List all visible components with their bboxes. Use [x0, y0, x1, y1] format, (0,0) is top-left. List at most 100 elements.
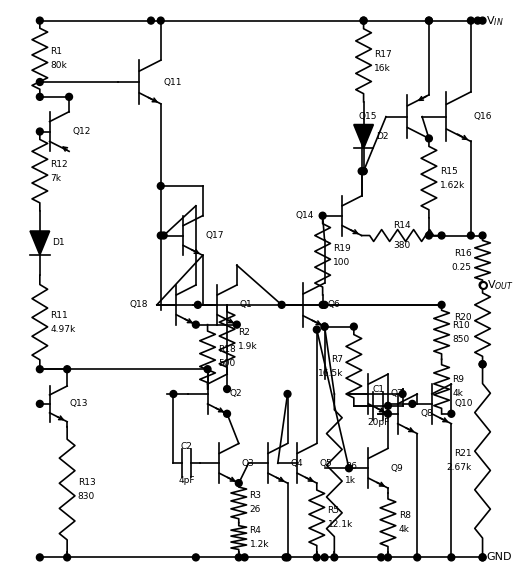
Text: Q17: Q17 — [206, 231, 224, 240]
Text: Q9: Q9 — [391, 464, 404, 473]
Text: R18: R18 — [218, 346, 236, 354]
Circle shape — [467, 232, 474, 239]
Circle shape — [233, 321, 240, 328]
Text: 16k: 16k — [374, 63, 391, 73]
Circle shape — [278, 301, 285, 308]
Circle shape — [37, 400, 43, 407]
Text: R9: R9 — [453, 375, 465, 384]
Circle shape — [284, 391, 291, 398]
Circle shape — [448, 410, 455, 417]
Circle shape — [193, 321, 199, 328]
Circle shape — [385, 410, 392, 417]
Circle shape — [360, 168, 367, 175]
Circle shape — [438, 232, 445, 239]
Text: 80k: 80k — [51, 61, 67, 70]
Text: R19: R19 — [334, 244, 351, 253]
Circle shape — [409, 400, 416, 407]
Circle shape — [479, 282, 486, 288]
Circle shape — [438, 301, 445, 308]
Circle shape — [378, 554, 385, 561]
Circle shape — [37, 78, 43, 85]
Circle shape — [321, 323, 328, 330]
Text: R16: R16 — [454, 249, 472, 258]
Text: Q4: Q4 — [290, 459, 303, 468]
Circle shape — [350, 323, 357, 330]
Circle shape — [425, 232, 432, 239]
Text: 4k: 4k — [453, 389, 463, 398]
Text: R14: R14 — [393, 221, 410, 230]
Circle shape — [321, 301, 328, 308]
Circle shape — [64, 554, 70, 561]
Circle shape — [235, 554, 242, 561]
Text: Q8: Q8 — [420, 409, 433, 418]
Circle shape — [194, 301, 201, 308]
Text: R13: R13 — [78, 478, 96, 487]
Text: R12: R12 — [51, 160, 68, 168]
Text: R4: R4 — [250, 526, 262, 535]
Circle shape — [321, 554, 328, 561]
Circle shape — [193, 554, 199, 561]
Circle shape — [399, 391, 406, 398]
Circle shape — [425, 135, 432, 142]
Circle shape — [385, 554, 392, 561]
Text: Q13: Q13 — [69, 399, 88, 409]
Text: R2: R2 — [238, 328, 250, 337]
Circle shape — [360, 168, 367, 175]
Text: Q3: Q3 — [242, 459, 254, 468]
Text: 16.5k: 16.5k — [318, 369, 343, 378]
Circle shape — [479, 361, 486, 368]
Circle shape — [479, 361, 486, 368]
Circle shape — [319, 301, 326, 308]
Circle shape — [331, 554, 338, 561]
Circle shape — [37, 93, 43, 100]
Circle shape — [235, 479, 242, 486]
Text: 4k: 4k — [399, 525, 410, 534]
Text: R7: R7 — [331, 355, 343, 364]
Text: V$_{IN}$: V$_{IN}$ — [487, 14, 504, 28]
Circle shape — [467, 17, 474, 24]
Text: Q2: Q2 — [230, 389, 243, 399]
Circle shape — [37, 17, 43, 24]
Circle shape — [223, 410, 231, 417]
Circle shape — [479, 17, 486, 24]
Circle shape — [157, 17, 164, 24]
Text: Q11: Q11 — [164, 77, 182, 87]
Text: 4.97k: 4.97k — [51, 325, 76, 334]
Circle shape — [160, 232, 167, 239]
Text: 380: 380 — [393, 241, 410, 250]
Text: Q12: Q12 — [72, 127, 90, 136]
Text: R10: R10 — [453, 321, 470, 329]
Text: 7k: 7k — [51, 174, 62, 182]
Circle shape — [157, 182, 164, 189]
Circle shape — [223, 385, 231, 392]
Circle shape — [148, 17, 155, 24]
Text: 4pF: 4pF — [179, 475, 195, 485]
Text: Q7: Q7 — [391, 389, 404, 399]
Circle shape — [241, 554, 248, 561]
Text: 100: 100 — [334, 258, 351, 267]
Text: Q6: Q6 — [327, 301, 340, 309]
Circle shape — [414, 554, 421, 561]
Circle shape — [37, 128, 43, 135]
Text: Q10: Q10 — [454, 399, 473, 409]
Circle shape — [157, 232, 164, 239]
Circle shape — [479, 554, 486, 561]
Polygon shape — [354, 125, 373, 148]
Text: V$_{OUT}$: V$_{OUT}$ — [488, 278, 514, 292]
Circle shape — [170, 391, 177, 398]
Text: 850: 850 — [453, 335, 470, 343]
Text: R21: R21 — [454, 449, 472, 458]
Circle shape — [479, 232, 486, 239]
Text: R6: R6 — [345, 462, 357, 471]
Circle shape — [321, 323, 328, 330]
Text: D2: D2 — [376, 132, 389, 141]
Circle shape — [346, 465, 352, 472]
Text: GND: GND — [487, 552, 512, 563]
Circle shape — [282, 554, 289, 561]
Text: 2.67k: 2.67k — [447, 463, 472, 472]
Polygon shape — [30, 231, 50, 255]
Circle shape — [313, 326, 320, 333]
Circle shape — [385, 402, 392, 409]
Text: D1: D1 — [53, 238, 65, 248]
Circle shape — [360, 17, 367, 24]
